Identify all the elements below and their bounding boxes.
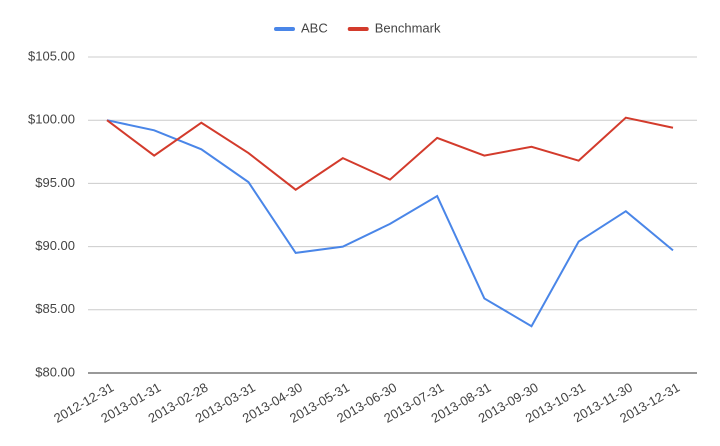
y-tick-label: $85.00 (35, 301, 75, 316)
y-tick-label: $90.00 (35, 238, 75, 253)
y-tick-label: $80.00 (35, 364, 75, 379)
series-line (106, 119, 674, 328)
legend-label: Benchmark (375, 20, 441, 35)
y-tick-label: $100.00 (28, 112, 75, 127)
y-tick-label: $95.00 (35, 175, 75, 190)
series-line (106, 116, 674, 191)
legend-label: ABC (301, 20, 328, 35)
y-tick-label: $105.00 (28, 48, 75, 63)
